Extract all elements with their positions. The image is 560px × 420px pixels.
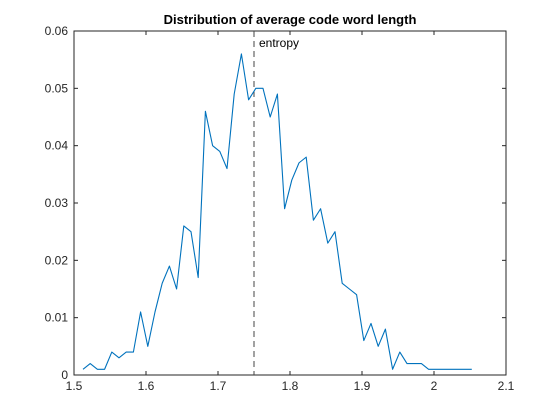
x-tick-label: 1.9 bbox=[354, 379, 371, 393]
series-line bbox=[82, 53, 472, 370]
plot-area: 1.5 1.6 1.7 1.8 1.9 2 2.1 0 0.01 0.02 0.03 0.04 0.05… bbox=[45, 24, 515, 393]
y-tick-label: 0.04 bbox=[45, 139, 69, 153]
x-tick-label: 2 bbox=[431, 379, 438, 393]
x-tick-label: 1.6 bbox=[138, 379, 155, 393]
x-tick-label: 2.1 bbox=[498, 379, 515, 393]
y-tick-label: 0.06 bbox=[45, 24, 69, 38]
y-tick-label: 0.02 bbox=[45, 253, 69, 267]
y-tick-label: 0.05 bbox=[45, 81, 69, 95]
entropy-annotation: entropy bbox=[259, 36, 299, 50]
y-tick-label: 0 bbox=[61, 368, 68, 382]
y-tick-label: 0.01 bbox=[45, 311, 69, 325]
chart-title: Distribution of average code word length bbox=[164, 12, 417, 27]
x-tick-label: 1.8 bbox=[282, 379, 299, 393]
x-tick-label: 1.5 bbox=[66, 379, 83, 393]
y-tick-label: 0.03 bbox=[45, 196, 69, 210]
x-tick-label: 1.7 bbox=[210, 379, 227, 393]
